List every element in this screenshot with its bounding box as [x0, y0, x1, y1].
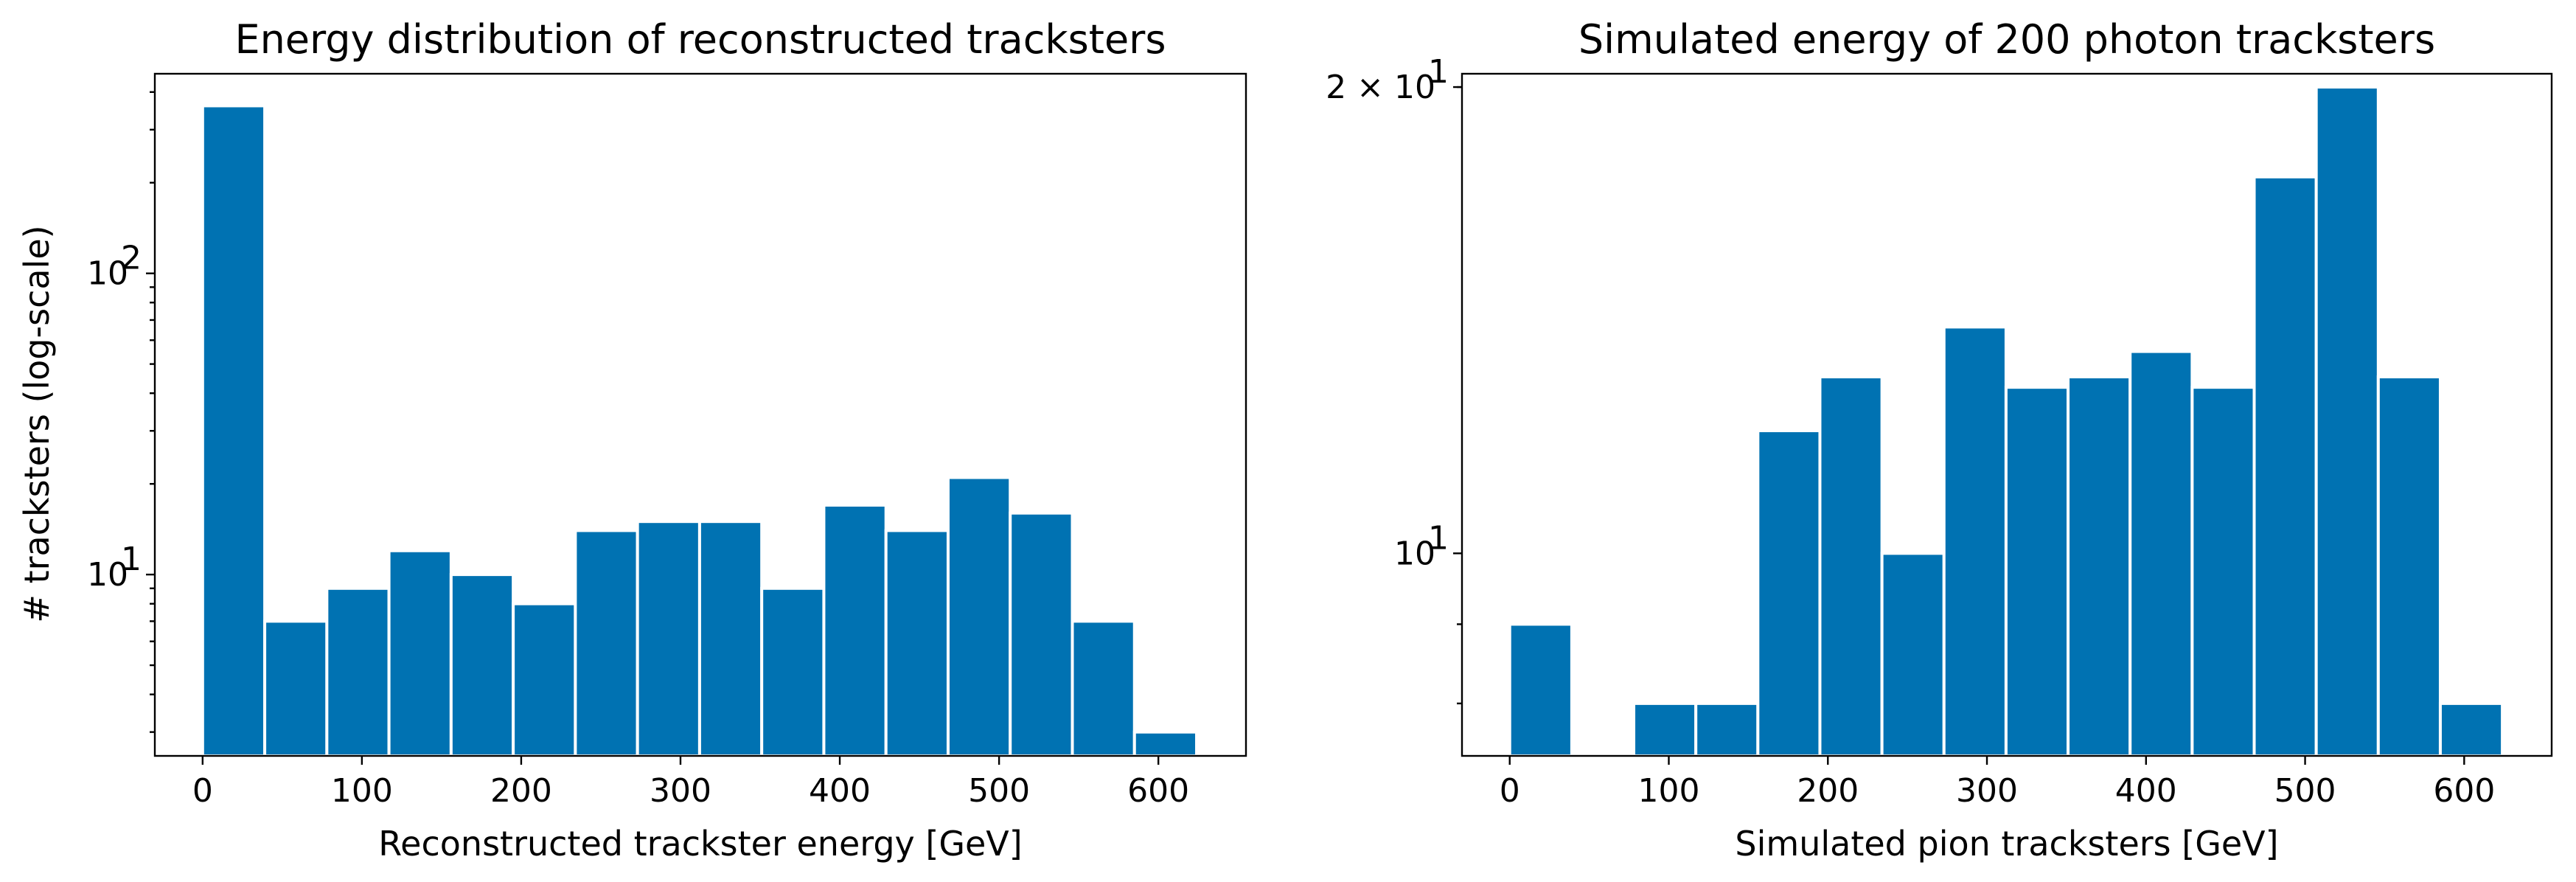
- chart-right-bar: [2004, 386, 2070, 758]
- chart-left-bar: [512, 602, 577, 758]
- chart-left-ylabel: # tracksters (log-scale): [17, 225, 57, 622]
- chart-right-xtick-label: 100: [1638, 772, 1700, 810]
- chart-right-bar: [1756, 429, 1822, 757]
- chart-left-ytick-exponent: 2: [121, 240, 142, 277]
- chart-left-axes-frame: [153, 72, 1247, 757]
- chart-right-xtick-label: 200: [1797, 772, 1859, 810]
- chart-right-axes-frame: [1461, 72, 2553, 757]
- chart-left-ytick-exponent: 1: [121, 541, 142, 578]
- chart-left-bar: [449, 573, 515, 757]
- chart-left-bar: [574, 529, 639, 757]
- chart-right-bar: [2067, 375, 2132, 758]
- chart-right-xticks: 0 100 200 300 400 500 600: [1500, 756, 2495, 810]
- chart-right-ytick-label: 10: [1394, 535, 1435, 572]
- chart-right-bar: [2314, 86, 2380, 758]
- chart-left-bar: [325, 586, 391, 758]
- chart-left-bar: [822, 503, 888, 758]
- chart-left-bar: [946, 476, 1012, 757]
- chart-right-xtick-label: 0: [1500, 772, 1520, 810]
- chart-left-xtick-label: 200: [490, 772, 552, 810]
- chart-right-ytick-exponent: 1: [1428, 53, 1449, 91]
- chart-right-bars: [1508, 86, 2504, 758]
- chart-right-bar: [2376, 375, 2442, 758]
- chart-right-bar: [1880, 552, 1946, 757]
- chart-left-bars: [201, 104, 1199, 758]
- chart-right-bar: [1818, 375, 1884, 758]
- chart-right-ytick-exponent: 1: [1428, 519, 1449, 557]
- chart-left-xtick-label: 300: [650, 772, 711, 810]
- chart-right-bar: [2128, 350, 2194, 757]
- chart-left-bar: [1071, 619, 1136, 757]
- chart-right-xtick-label: 400: [2115, 772, 2177, 810]
- chart-right-ytick-label: 2 × 10: [1326, 69, 1435, 106]
- chart-left-xlabel: Reconstructed trackster energy [GeV]: [378, 824, 1022, 864]
- chart-right-xtick-label: 500: [2274, 772, 2336, 810]
- chart-left: Energy distribution of reconstructed tra…: [17, 16, 1247, 864]
- chart-right-xlabel: Simulated pion tracksters [GeV]: [1735, 824, 2278, 864]
- chart-left-xtick-label: 100: [331, 772, 393, 810]
- chart-right-bar: [1508, 622, 1573, 757]
- chart-right-bar: [1694, 701, 1760, 757]
- chart-left-xtick-label: 500: [968, 772, 1030, 810]
- chart-right-bar: [2438, 701, 2504, 757]
- chart-left-xticks: 0 100 200 300 400 500 600: [192, 756, 1189, 810]
- chart-left-bar: [884, 529, 950, 757]
- chart-left-bar: [263, 619, 329, 757]
- chart-right-xtick-label: 300: [1956, 772, 2018, 810]
- chart-left-xtick-label: 400: [809, 772, 871, 810]
- chart-left-xtick-label: 0: [192, 772, 213, 810]
- chart-right-xtick-label: 600: [2433, 772, 2495, 810]
- chart-right-bar: [1632, 701, 1698, 757]
- chart-right-title: Simulated energy of 200 photon trackster…: [1578, 16, 2435, 63]
- chart-left-bar: [201, 104, 267, 757]
- chart-left-ytick-label: 10: [87, 255, 128, 293]
- chart-left-bar: [1009, 511, 1074, 758]
- chart-left-bar: [697, 520, 764, 757]
- chart-left-bar: [760, 586, 826, 758]
- chart-left-xtick-label: 600: [1127, 772, 1189, 810]
- chart-left-bar: [636, 520, 701, 757]
- chart-left-ytick-label: 10: [87, 556, 128, 594]
- chart-left-bar: [1132, 730, 1199, 758]
- chart-right-bar: [2190, 386, 2256, 758]
- chart-left-title: Energy distribution of reconstructed tra…: [234, 16, 1166, 63]
- chart-right-bar: [2252, 175, 2318, 757]
- chart-left-bar: [387, 549, 453, 758]
- chart-right-bar: [1942, 325, 2008, 757]
- chart-right: Simulated energy of 200 photon trackster…: [1326, 16, 2553, 864]
